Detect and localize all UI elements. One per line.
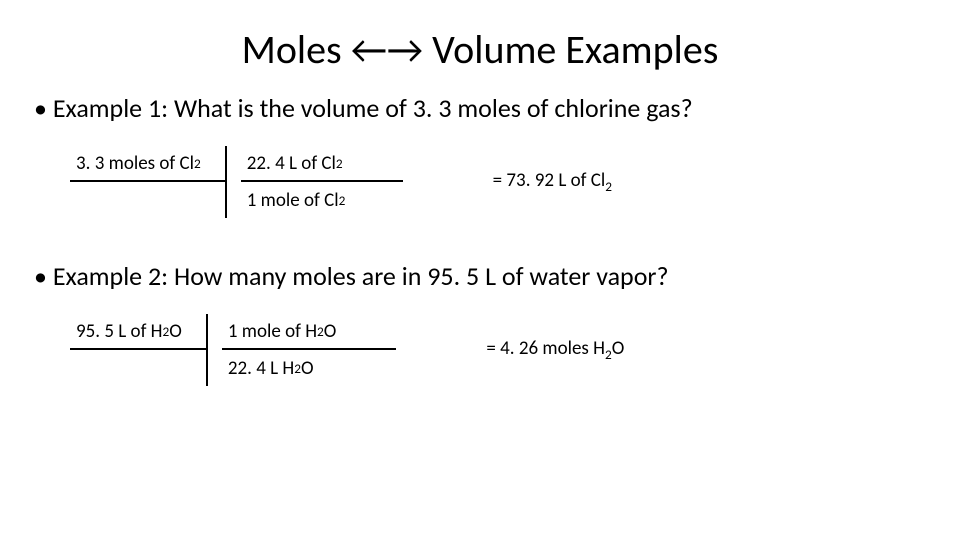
example1-calculation: 3. 3 moles of Cl2 22. 4 L of Cl2 1 mole … — [30, 146, 930, 218]
example2-num-tail: O — [324, 320, 337, 343]
example2-given-value: 95. 5 L of H2O — [70, 314, 206, 350]
example1-prompt: • Example 1: What is the volume of 3. 3 … — [30, 92, 930, 124]
example1-denominator: 1 mole of Cl2 — [241, 182, 403, 218]
example2-calculation: 95. 5 L of H2O 1 mole of H2O 22. 4 L H2O… — [30, 314, 930, 386]
example2-given-text: 95. 5 L of H — [76, 320, 163, 343]
example2-den-text: 22. 4 L H — [228, 357, 294, 380]
example2-result: = 4. 26 moles H2O — [486, 337, 624, 363]
example2-prompt: • Example 2: How many moles are in 95. 5… — [30, 260, 930, 292]
example2-numerator: 1 mole of H2O — [222, 314, 397, 350]
example1-result-text: = 73. 92 L of Cl — [493, 169, 606, 192]
example1-given-blank — [70, 182, 225, 218]
example1-numerator: 22. 4 L of Cl2 — [241, 146, 403, 182]
example1-den-sub: 2 — [339, 192, 346, 209]
example2-given-tail: O — [169, 320, 182, 343]
example2-num-text: 1 mole of H — [228, 320, 317, 343]
example2-given-blank — [70, 350, 206, 386]
example2-den-tail: O — [301, 357, 314, 380]
example1-result-sub: 2 — [605, 178, 612, 195]
example1-num-sub: 2 — [336, 155, 343, 172]
example2-num-sub: 2 — [317, 323, 324, 340]
example2-result-sub: 2 — [605, 346, 612, 363]
example2-given-sub: 2 — [163, 323, 170, 340]
example1-result: = 73. 92 L of Cl2 — [493, 169, 612, 195]
example1-given: 3. 3 moles of Cl2 — [70, 146, 227, 218]
example1-given-text: 3. 3 moles of Cl — [76, 152, 194, 175]
example2-denominator: 22. 4 L H2O — [222, 350, 397, 386]
example2-result-text: = 4. 26 moles H — [486, 337, 605, 360]
example1-conversion: 22. 4 L of Cl2 1 mole of Cl2 — [227, 146, 403, 218]
example2-given: 95. 5 L of H2O — [70, 314, 208, 386]
slide-title: Moles ←→ Volume Examples — [30, 25, 930, 74]
example2-result-tail: O — [612, 337, 625, 360]
example2-conversion: 1 mole of H2O 22. 4 L H2O — [208, 314, 397, 386]
example1-given-sub: 2 — [194, 155, 201, 172]
example1-given-value: 3. 3 moles of Cl2 — [70, 146, 225, 182]
example1-num-text: 22. 4 L of Cl — [247, 152, 336, 175]
example1-den-text: 1 mole of Cl — [247, 189, 339, 212]
example2-den-sub: 2 — [294, 360, 301, 377]
